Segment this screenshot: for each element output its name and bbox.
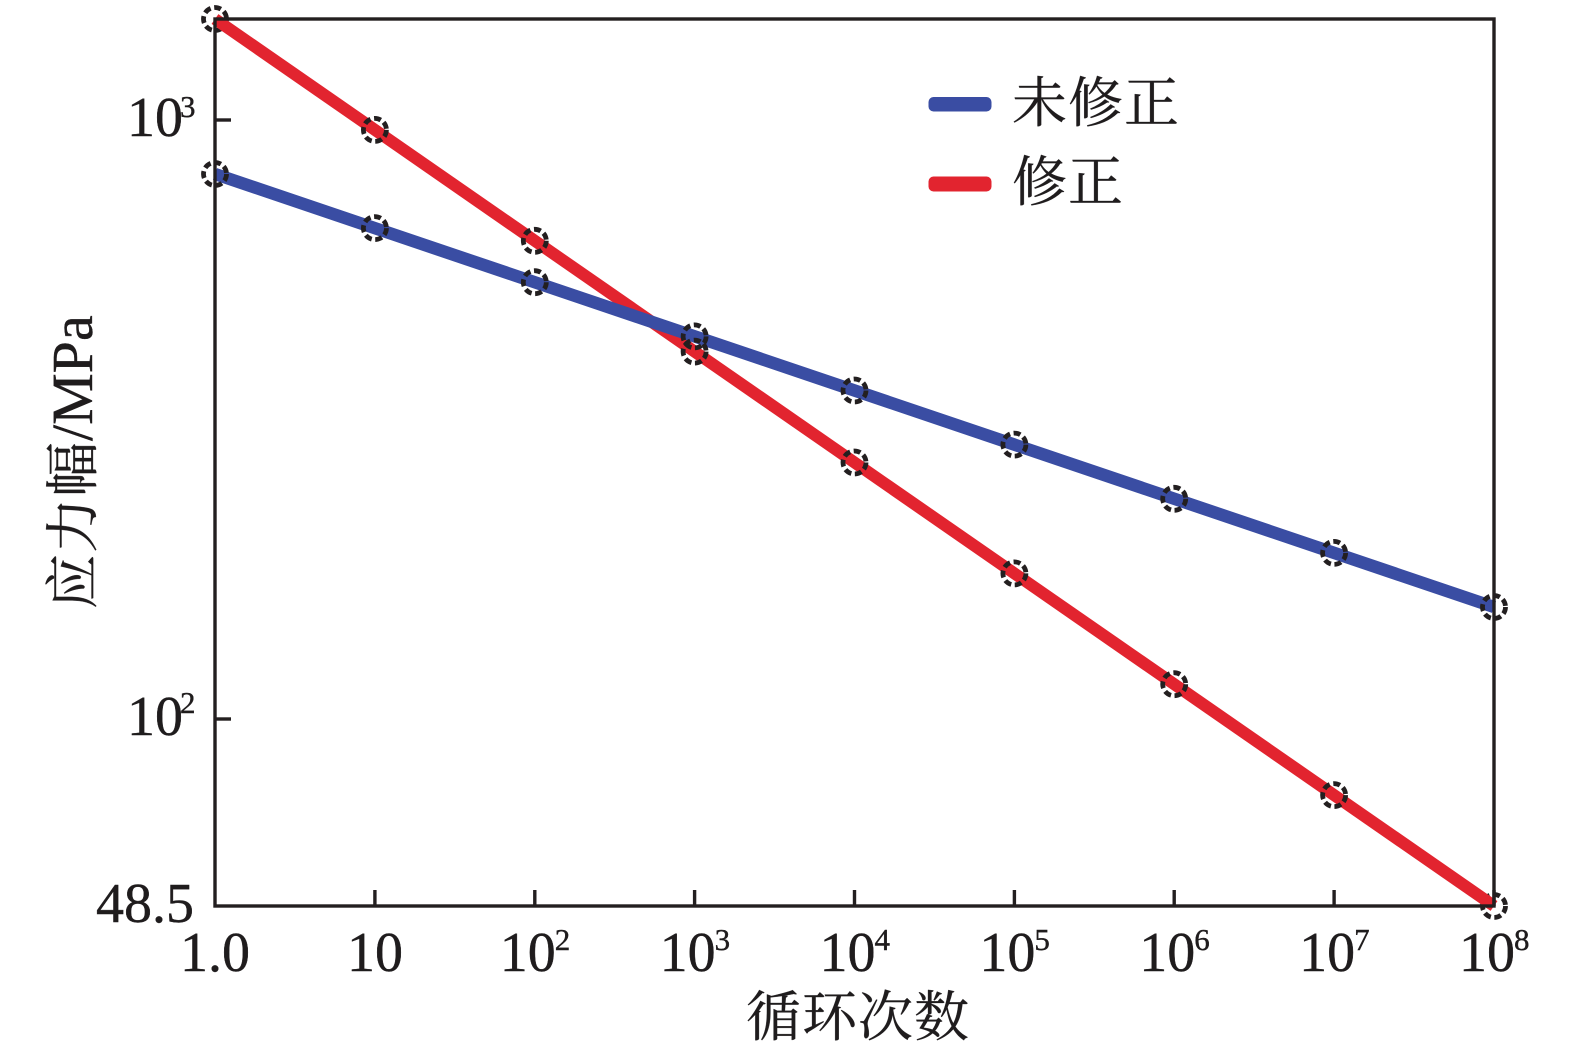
svg-text:10: 10 <box>979 922 1035 984</box>
svg-text:10: 10 <box>1299 922 1355 984</box>
svg-text:4: 4 <box>875 922 891 957</box>
svg-text:3: 3 <box>180 89 196 124</box>
svg-text:2: 2 <box>180 685 196 720</box>
svg-text:5: 5 <box>1034 922 1050 957</box>
svg-text:7: 7 <box>1354 922 1370 957</box>
svg-text:10: 10 <box>127 87 183 149</box>
svg-text:48.5: 48.5 <box>96 873 194 935</box>
svg-text:10: 10 <box>1139 922 1195 984</box>
svg-text:1.0: 1.0 <box>180 922 250 984</box>
svg-text:10: 10 <box>347 922 403 984</box>
svg-text:3: 3 <box>715 922 731 957</box>
svg-text:/MPa: /MPa <box>40 315 105 441</box>
svg-text:10: 10 <box>500 922 556 984</box>
svg-text:8: 8 <box>1514 922 1530 957</box>
svg-text:10: 10 <box>1459 922 1515 984</box>
svg-text:2: 2 <box>555 922 571 957</box>
svg-text:10: 10 <box>820 922 876 984</box>
svg-text:10: 10 <box>127 686 183 748</box>
svg-text:6: 6 <box>1194 922 1210 957</box>
svg-text:10: 10 <box>660 922 716 984</box>
